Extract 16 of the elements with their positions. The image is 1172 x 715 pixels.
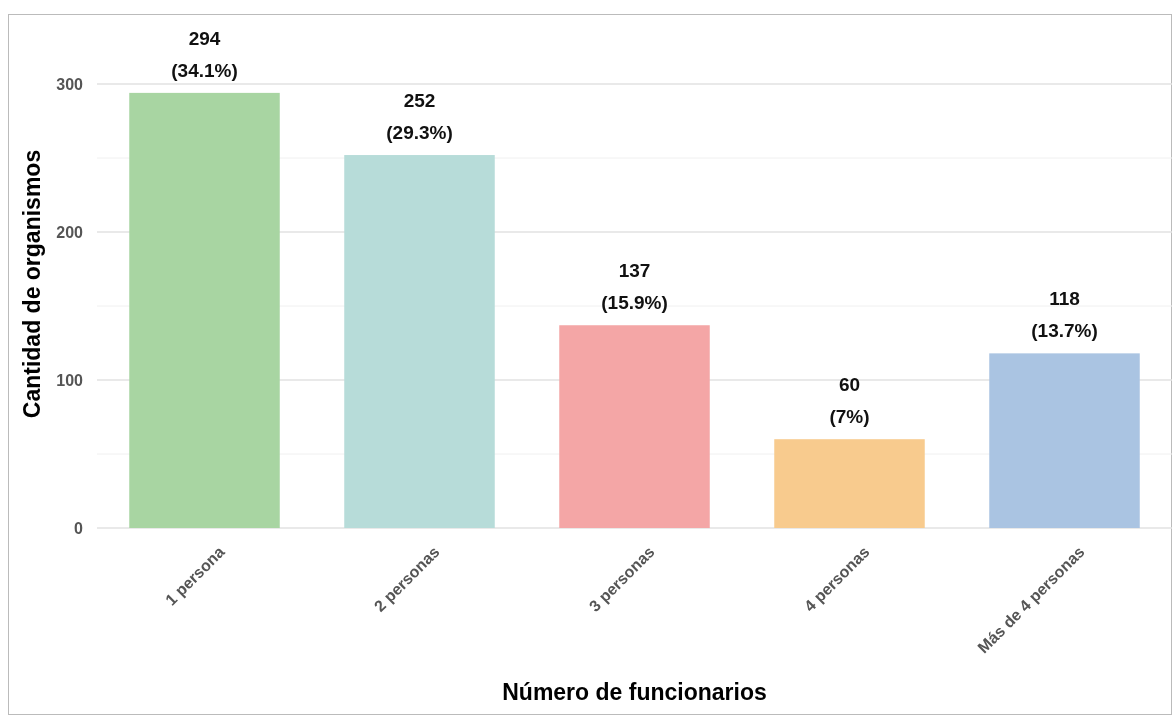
bar	[129, 92, 280, 528]
bar	[559, 325, 710, 528]
y-tick-label: 200	[56, 223, 84, 241]
data-label: 118 (13.7%)	[1031, 288, 1098, 342]
bar	[774, 439, 925, 528]
x-axis-title: Número de funcionarios	[502, 679, 767, 705]
y-tick-label: 100	[56, 371, 84, 389]
data-label: 137 (15.9%)	[601, 260, 668, 314]
data-label: 60 (7%)	[829, 374, 870, 428]
data-label: 294 (34.1%)	[171, 27, 238, 81]
y-axis-title: Cantidad de organismos	[19, 149, 45, 419]
bar	[989, 353, 1140, 528]
data-label: 252 (29.3%)	[386, 90, 453, 144]
bar	[344, 155, 495, 528]
y-tick-label: 300	[56, 75, 84, 93]
y-tick-label: 0	[74, 519, 84, 537]
